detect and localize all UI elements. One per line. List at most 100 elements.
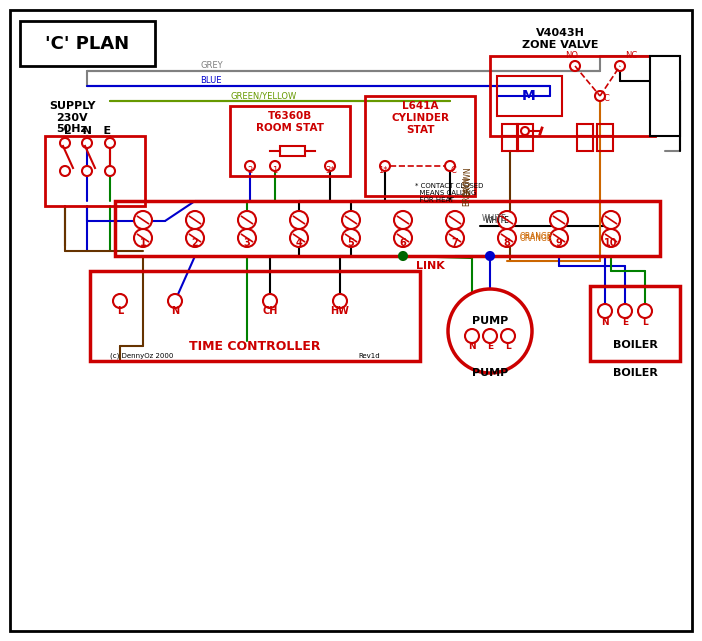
Circle shape bbox=[342, 211, 360, 229]
Circle shape bbox=[333, 294, 347, 308]
Circle shape bbox=[448, 289, 532, 373]
Bar bbox=[577, 124, 593, 136]
Circle shape bbox=[134, 229, 152, 247]
Bar bbox=[230, 106, 350, 176]
Circle shape bbox=[638, 304, 652, 318]
Text: N: N bbox=[468, 342, 476, 351]
Circle shape bbox=[483, 329, 497, 343]
Circle shape bbox=[394, 229, 412, 247]
Bar bbox=[597, 124, 613, 136]
Bar bbox=[490, 56, 655, 136]
Text: 3*: 3* bbox=[325, 166, 335, 175]
Text: TIME CONTROLLER: TIME CONTROLLER bbox=[190, 340, 321, 353]
Text: GREY: GREY bbox=[200, 61, 223, 70]
Bar bbox=[115, 201, 660, 256]
Circle shape bbox=[602, 229, 620, 247]
Circle shape bbox=[618, 304, 632, 318]
Text: 8: 8 bbox=[503, 238, 510, 248]
Text: 'C' PLAN: 'C' PLAN bbox=[45, 35, 129, 53]
Circle shape bbox=[445, 161, 455, 171]
Circle shape bbox=[501, 329, 515, 343]
Text: 2: 2 bbox=[192, 238, 199, 248]
Circle shape bbox=[60, 166, 70, 176]
Text: L: L bbox=[117, 306, 123, 316]
Text: C: C bbox=[450, 166, 456, 175]
Bar bbox=[90, 271, 420, 361]
Text: M: M bbox=[522, 89, 536, 103]
Circle shape bbox=[82, 138, 92, 148]
Text: (c) DennyOz 2000: (c) DennyOz 2000 bbox=[110, 353, 173, 359]
Circle shape bbox=[394, 211, 412, 229]
Text: 3: 3 bbox=[244, 238, 251, 248]
Bar bbox=[517, 124, 533, 136]
Text: 1: 1 bbox=[140, 238, 147, 248]
Circle shape bbox=[498, 211, 516, 229]
Circle shape bbox=[113, 294, 127, 308]
Text: LINK: LINK bbox=[416, 261, 444, 271]
Text: 5: 5 bbox=[347, 238, 355, 248]
Text: 9: 9 bbox=[555, 238, 562, 248]
Text: 10: 10 bbox=[604, 238, 618, 248]
Text: L: L bbox=[642, 317, 648, 326]
Text: BOILER: BOILER bbox=[613, 340, 658, 350]
Circle shape bbox=[238, 229, 256, 247]
Bar bbox=[590, 286, 680, 361]
Text: L   N   E: L N E bbox=[65, 126, 112, 136]
Circle shape bbox=[238, 211, 256, 229]
Bar bbox=[280, 146, 305, 156]
Text: L641A: L641A bbox=[402, 101, 438, 111]
Text: V4043H: V4043H bbox=[536, 28, 585, 38]
Circle shape bbox=[602, 211, 620, 229]
Text: CH: CH bbox=[263, 306, 278, 316]
Text: BROWN: BROWN bbox=[462, 176, 471, 206]
Text: NC: NC bbox=[625, 51, 637, 60]
Circle shape bbox=[570, 61, 580, 71]
Text: 6: 6 bbox=[399, 238, 406, 248]
Text: L: L bbox=[505, 342, 511, 351]
Text: 4: 4 bbox=[296, 238, 303, 248]
Text: ROOM STAT: ROOM STAT bbox=[256, 123, 324, 133]
Circle shape bbox=[186, 211, 204, 229]
Circle shape bbox=[550, 211, 568, 229]
Text: NO: NO bbox=[566, 51, 578, 60]
Circle shape bbox=[595, 91, 605, 101]
Text: HW: HW bbox=[331, 306, 350, 316]
Text: T6360B: T6360B bbox=[268, 111, 312, 121]
Text: BOILER: BOILER bbox=[613, 368, 658, 378]
Text: BLUE: BLUE bbox=[200, 76, 222, 85]
Circle shape bbox=[263, 294, 277, 308]
Circle shape bbox=[82, 166, 92, 176]
Circle shape bbox=[598, 304, 612, 318]
Text: ORANGE: ORANGE bbox=[520, 232, 552, 241]
Circle shape bbox=[270, 161, 280, 171]
Text: SUPPLY
230V
50Hz: SUPPLY 230V 50Hz bbox=[48, 101, 95, 134]
Circle shape bbox=[399, 252, 407, 260]
Text: E: E bbox=[487, 342, 493, 351]
Circle shape bbox=[550, 229, 568, 247]
Circle shape bbox=[325, 161, 335, 171]
Bar bbox=[517, 136, 533, 151]
Text: BROWN: BROWN bbox=[463, 167, 472, 196]
Text: ORANGE: ORANGE bbox=[520, 234, 552, 243]
Bar bbox=[597, 136, 613, 151]
Circle shape bbox=[446, 211, 464, 229]
Text: E: E bbox=[622, 317, 628, 326]
Text: PUMP: PUMP bbox=[472, 316, 508, 326]
Circle shape bbox=[342, 229, 360, 247]
Circle shape bbox=[498, 229, 516, 247]
Circle shape bbox=[380, 161, 390, 171]
Text: WHITE: WHITE bbox=[485, 216, 510, 225]
Text: 1: 1 bbox=[272, 166, 277, 175]
Bar bbox=[45, 136, 145, 206]
Text: * CONTACT CLOSED
  MEANS CALLING
  FOR HEAT: * CONTACT CLOSED MEANS CALLING FOR HEAT bbox=[415, 183, 484, 203]
Circle shape bbox=[615, 61, 625, 71]
Circle shape bbox=[446, 229, 464, 247]
Text: 7: 7 bbox=[451, 238, 458, 248]
Text: N: N bbox=[601, 317, 609, 326]
Circle shape bbox=[105, 166, 115, 176]
Text: C: C bbox=[604, 94, 610, 103]
Text: 2: 2 bbox=[247, 166, 253, 175]
Bar bbox=[502, 136, 518, 151]
Circle shape bbox=[486, 252, 494, 260]
Text: CYLINDER: CYLINDER bbox=[391, 113, 449, 123]
